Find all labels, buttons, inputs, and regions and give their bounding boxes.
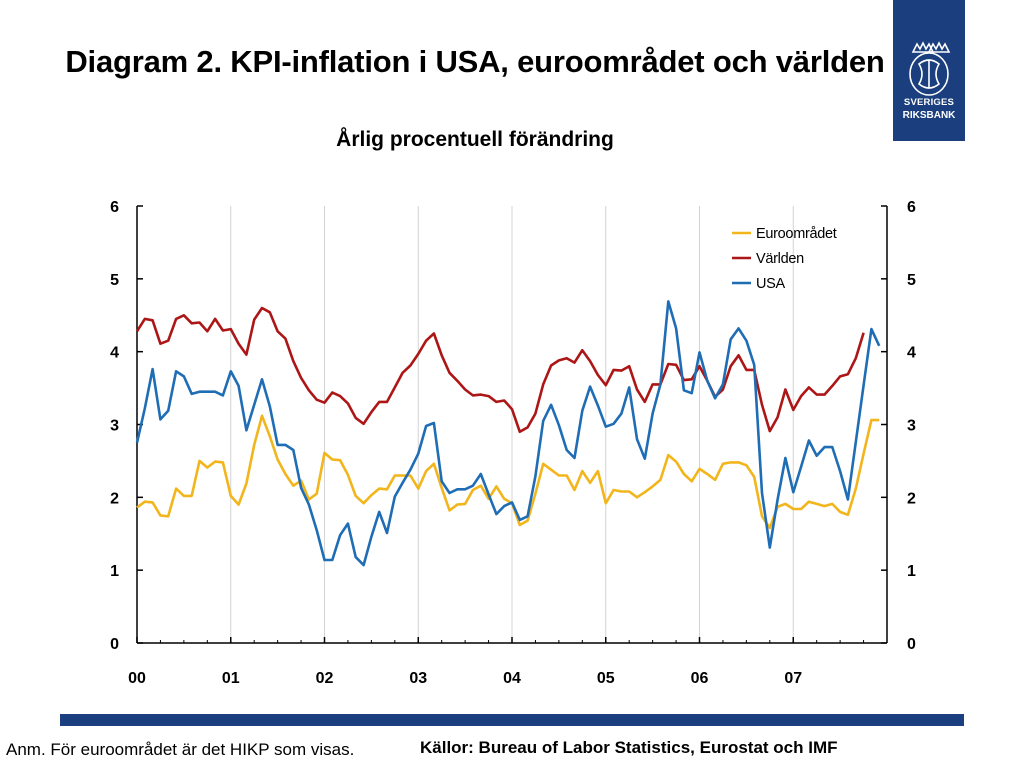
x-axis: 00 01 02 03 04 05 06 07 (128, 637, 865, 687)
x-tick-label: 04 (503, 670, 521, 687)
riksbank-crest-icon: SVERIGES RIKSBANK (903, 41, 957, 121)
x-tick-label: 07 (784, 670, 802, 687)
logo-line1: SVERIGES (904, 97, 954, 108)
y-axis-right: 0 1 2 3 4 5 6 (881, 199, 916, 653)
page-title: Diagram 2. KPI-inflation i USA, euroområ… (65, 44, 885, 79)
y-tick-label: 0 (110, 636, 119, 653)
y-tick-label: 5 (110, 272, 119, 289)
legend-label: USA (756, 276, 786, 292)
footer-bar (60, 714, 964, 726)
x-tick-label: 03 (409, 670, 427, 687)
legend-label: Världen (756, 251, 804, 267)
y-tick-label: 1 (110, 563, 119, 580)
series-line-usa (135, 300, 881, 567)
logo-line2: RIKSBANK (903, 110, 957, 121)
x-tick-label: 06 (691, 670, 709, 687)
series-line-v-rlden (135, 306, 865, 434)
x-tick-label: 05 (597, 670, 615, 687)
x-tick-label: 00 (128, 670, 146, 687)
y-tick-label: 4 (110, 345, 119, 362)
footnote: Anm. För euroområdet är det HIKP som vis… (6, 740, 355, 759)
x-tick-label: 01 (222, 670, 240, 687)
y-axis-left: 0 1 2 3 4 5 6 (110, 199, 143, 653)
chart-series (135, 300, 881, 567)
y-tick-label: 5 (907, 272, 916, 289)
series-line-euroomr-det (136, 414, 880, 530)
y-tick-label: 2 (907, 490, 916, 507)
x-tick-label: 02 (316, 670, 334, 687)
y-tick-label: 1 (907, 563, 916, 580)
riksbank-logo: SVERIGES RIKSBANK (893, 0, 965, 141)
page-subtitle: Årlig procentuell förändring (336, 128, 614, 151)
chart-grid (230, 206, 794, 643)
y-tick-label: 3 (110, 418, 119, 435)
sources-text: Källor: Bureau of Labor Statistics, Euro… (420, 738, 838, 757)
y-tick-label: 4 (907, 345, 916, 362)
y-tick-label: 6 (907, 199, 916, 216)
legend-label: Euroområdet (756, 226, 837, 242)
y-tick-label: 3 (907, 418, 916, 435)
y-tick-label: 6 (110, 199, 119, 216)
y-tick-label: 0 (907, 636, 916, 653)
y-tick-label: 2 (110, 490, 119, 507)
chart-legend: Euroområdet Världen USA (732, 226, 837, 292)
